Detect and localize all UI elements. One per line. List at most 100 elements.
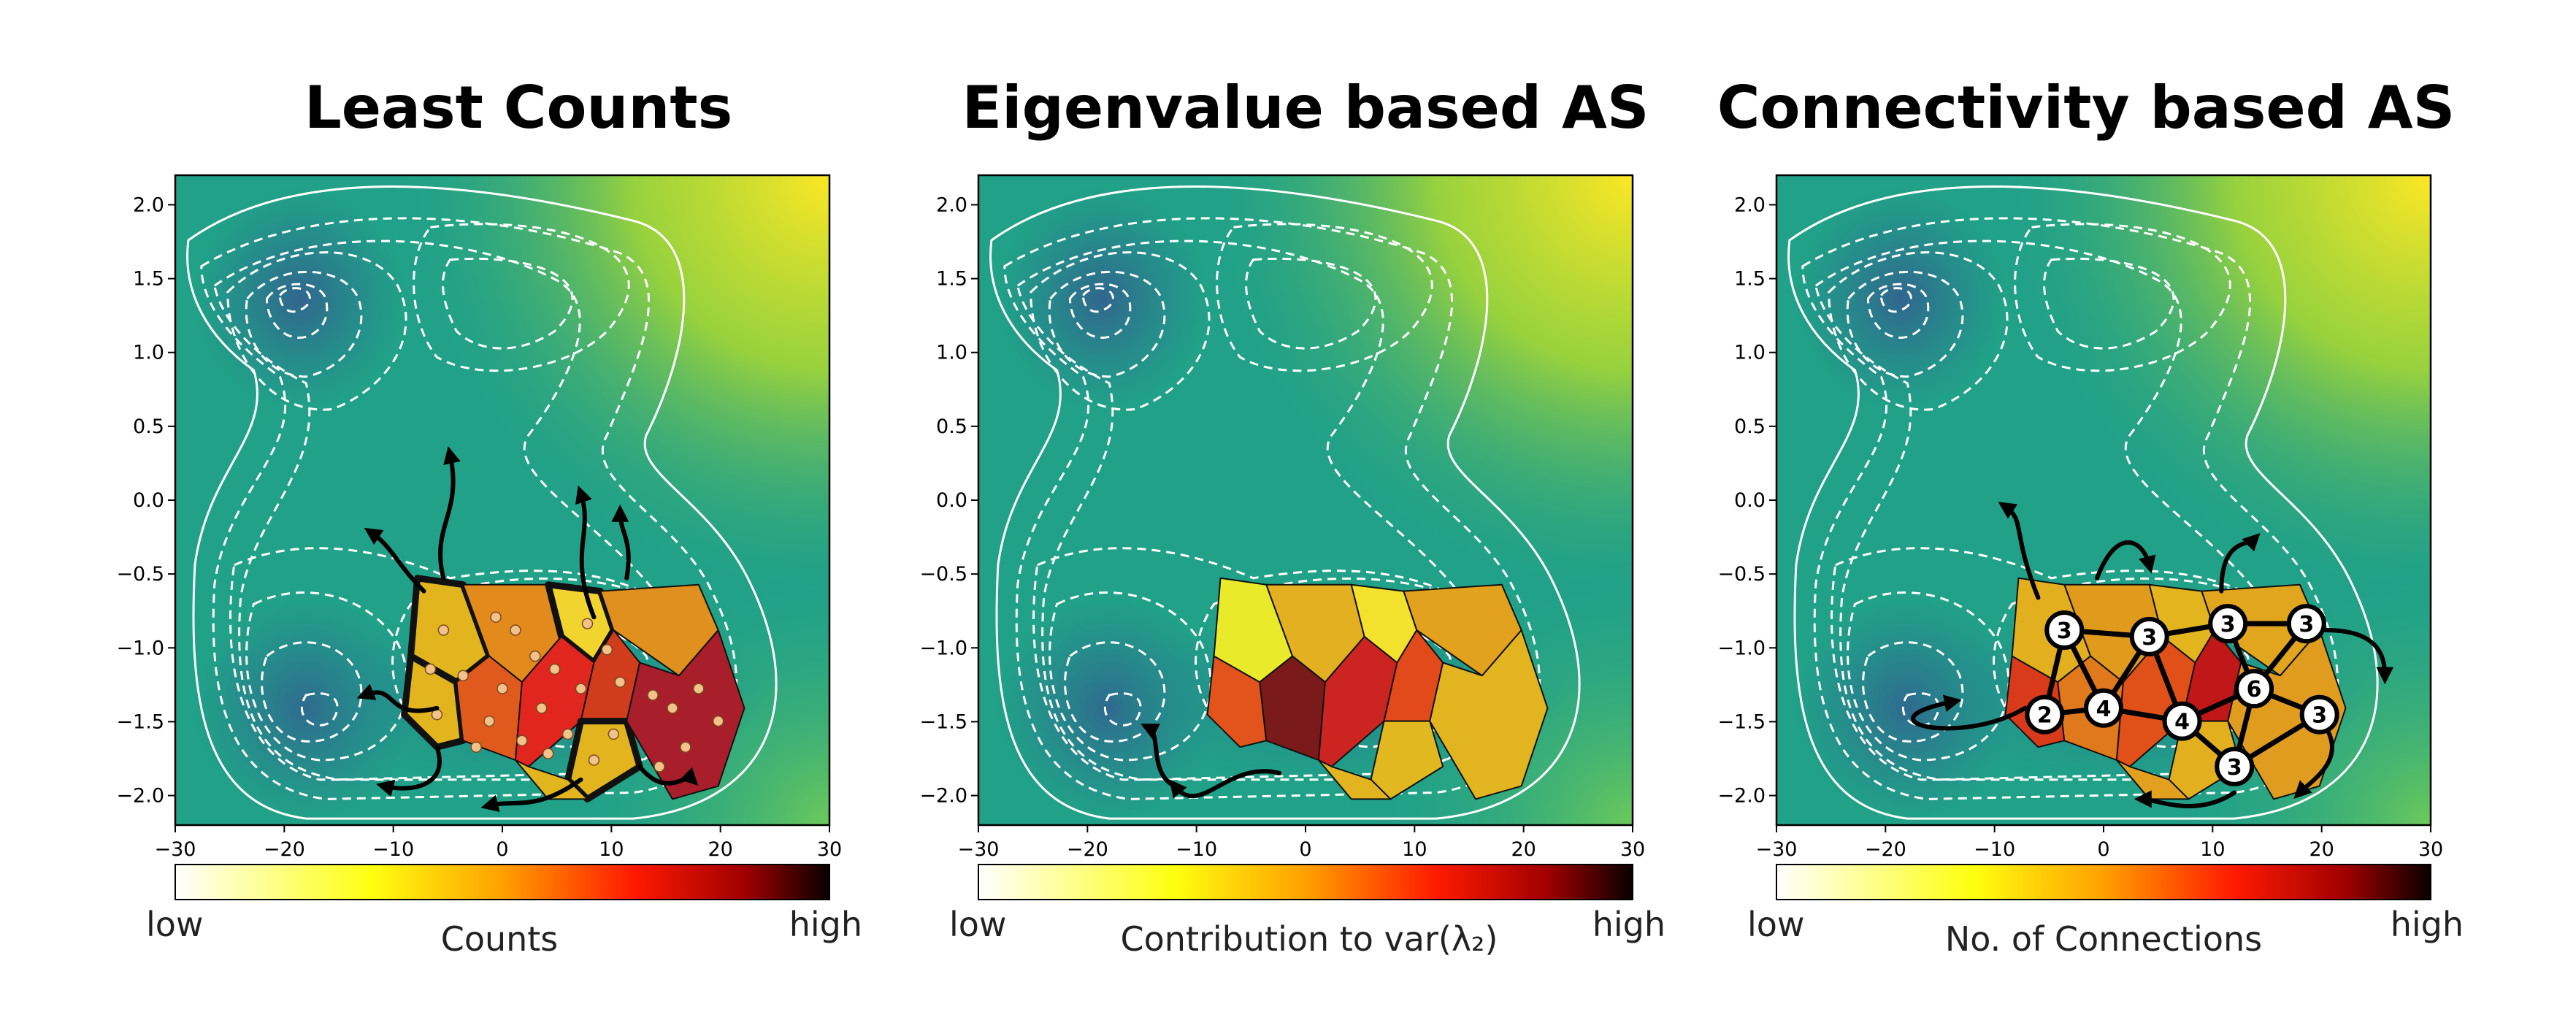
voronoi-cell	[564, 718, 643, 802]
trajectory-arrow	[2219, 532, 2261, 594]
x-tick-label: −20	[1865, 838, 1906, 861]
sample-point	[529, 650, 541, 662]
connection-count-badge	[2234, 669, 2274, 709]
contour-dashed	[1031, 253, 1209, 410]
contour-dashed	[302, 694, 337, 726]
x-tick-label: 10	[2200, 838, 2225, 861]
contour-dashed	[1196, 578, 1497, 747]
contour-dashed	[1246, 258, 1376, 348]
sample-point	[581, 618, 594, 629]
contour-dashed	[1994, 578, 2295, 747]
x-tick-label: 0	[2097, 838, 2109, 861]
y-tick-label: −1.0	[116, 637, 164, 659]
contour-dashed	[1083, 288, 1113, 312]
connection-count-label: 3	[2142, 625, 2157, 651]
x-tick-label: −20	[264, 838, 305, 861]
contour-solid	[1789, 186, 2378, 819]
trajectory-arrow	[2293, 725, 2334, 799]
contour-dashed	[1881, 288, 1911, 312]
trajectory-arrow	[480, 777, 583, 813]
contour-dashed	[2044, 258, 2174, 348]
sample-point	[457, 670, 469, 682]
connection-count-label: 3	[2220, 612, 2236, 637]
trajectory-arrow	[637, 764, 699, 786]
panel-title: Least Counts	[304, 74, 732, 142]
contour-dashed	[1005, 218, 1540, 799]
connection-count-label: 6	[2247, 677, 2262, 702]
x-tick-label: −30	[155, 838, 196, 861]
x-tick-label: −10	[372, 838, 414, 861]
contour-dashed	[228, 253, 406, 410]
x-tick-label: 10	[599, 838, 624, 861]
sample-point	[490, 611, 502, 623]
voronoi-cell	[401, 653, 467, 751]
y-tick-label: −2.0	[116, 785, 164, 808]
y-tick-label: −2.0	[919, 785, 967, 808]
sample-point	[424, 663, 437, 675]
trajectory-arrow	[356, 683, 440, 713]
trajectory-arrow	[1169, 769, 1282, 799]
x-tick-label: 20	[1511, 838, 1536, 861]
contour-dashed	[247, 592, 408, 760]
y-tick-label: 0.5	[1734, 415, 1766, 438]
panel-title: Eigenvalue based AS	[962, 74, 1649, 142]
sample-point	[693, 683, 705, 694]
chart-panel: Eigenvalue based AS −30 −20 −10 0 10 20 30 2.0 1.…	[919, 74, 1665, 959]
chart-panel: Least Counts −30 −20 −10 0 10 20 30 2.0 1.5 1.0 0.5…	[116, 74, 862, 959]
sample-point	[561, 728, 574, 740]
contour-solid	[188, 186, 777, 819]
contour-dashed	[1217, 224, 1433, 371]
connection-count-label: 3	[2299, 612, 2314, 637]
x-tick-label: 30	[1620, 838, 1645, 861]
contour-dashed	[246, 272, 361, 377]
x-tick-label: 30	[817, 838, 842, 861]
contour-dashed	[1049, 272, 1165, 377]
x-tick-label: −30	[1756, 838, 1798, 861]
trajectory-arrow	[2134, 790, 2237, 808]
colorbar	[1776, 864, 2431, 900]
y-tick-label: −0.5	[116, 563, 164, 586]
voronoi-cell	[1429, 629, 1549, 800]
connection-count-badge	[2025, 694, 2065, 735]
sample-point	[680, 741, 691, 753]
sample-point	[712, 715, 724, 727]
trajectory-arrow	[1141, 724, 1177, 789]
connection-count-badge	[2129, 616, 2169, 656]
colorbar-low-label: low	[949, 905, 1007, 944]
trajectory-arrow	[438, 445, 461, 580]
trajectory-arrow	[1911, 694, 2028, 731]
colorbar-high-label: high	[789, 905, 862, 944]
contour-dashed	[1903, 694, 1939, 726]
sample-point	[510, 624, 521, 636]
contour-dashed	[1803, 218, 2338, 799]
sample-point	[653, 761, 665, 773]
connection-count-label: 3	[2312, 703, 2327, 729]
y-tick-label: −1.0	[1717, 637, 1766, 659]
contour-dashed	[267, 284, 326, 337]
sample-point	[483, 715, 495, 727]
y-tick-label: −0.5	[1717, 563, 1766, 586]
y-tick-label: 0.0	[133, 489, 164, 512]
voronoi-cell	[1370, 720, 1444, 800]
contour-dashed	[231, 548, 707, 780]
y-tick-label: −2.0	[1717, 785, 1766, 808]
colorbar-low-label: low	[146, 905, 204, 944]
y-tick-label: 1.0	[1734, 342, 1766, 364]
colorbar-title: Contribution to var(λ₂)	[1121, 919, 1498, 959]
connection-count-badge	[2044, 610, 2085, 650]
colorbar	[978, 864, 1633, 900]
connection-count-badge	[2162, 701, 2202, 741]
sample-point	[516, 735, 528, 747]
connection-count-label: 2	[2037, 703, 2052, 729]
panel-title: Connectivity based AS	[1717, 74, 2456, 142]
connection-count-label: 3	[2227, 755, 2242, 781]
contour-dashed	[2015, 224, 2231, 371]
x-tick-label: 30	[2418, 838, 2443, 861]
connection-count-label: 4	[2096, 697, 2112, 722]
plot-area	[978, 175, 1633, 825]
sample-point	[614, 676, 626, 688]
trajectory-arrow	[2323, 628, 2394, 685]
colorbar-high-label: high	[2391, 905, 2464, 944]
x-tick-label: 20	[2309, 838, 2334, 861]
